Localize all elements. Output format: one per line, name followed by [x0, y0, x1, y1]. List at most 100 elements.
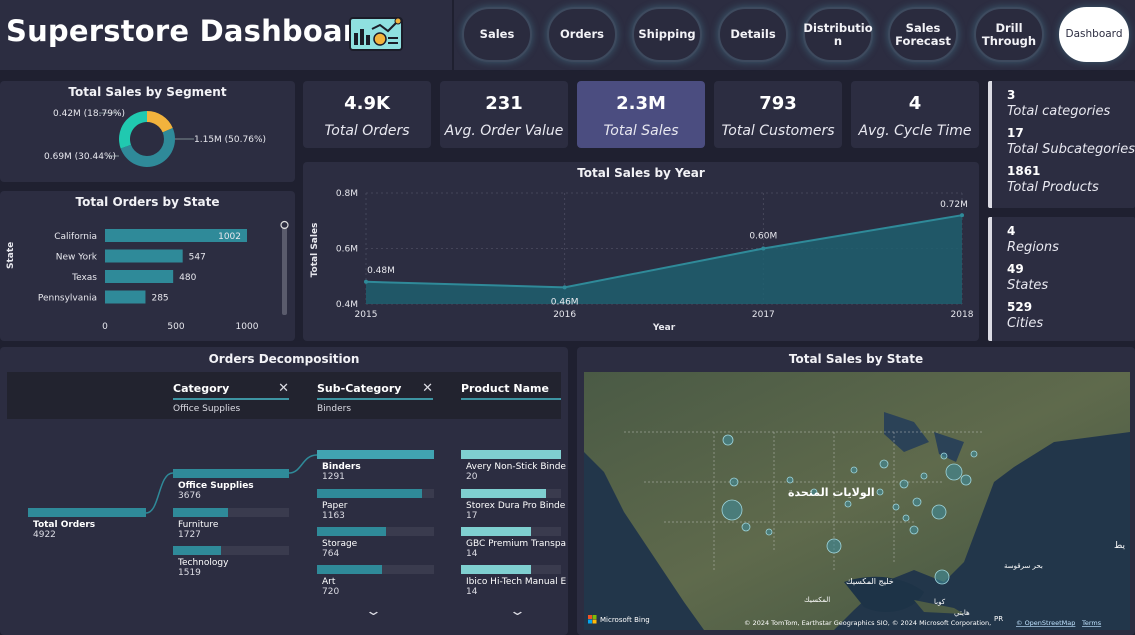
sales-point[interactable] — [562, 285, 567, 290]
node-name: Storage — [322, 539, 358, 549]
subcategory-column-header[interactable]: Sub-Category Binders ✕ — [317, 381, 433, 414]
kpi-value: 4.9K — [344, 93, 390, 114]
column-selected-value: Office Supplies — [173, 404, 241, 414]
state-bar[interactable] — [105, 249, 183, 263]
map-attribution: © 2024 TomTom, Earthstar Geographics SIO… — [744, 619, 991, 627]
stat-categories: 3 Total categories — [1007, 88, 1110, 119]
sales-by-year-title: Total Sales by Year — [577, 166, 705, 180]
year-axis-label: Year — [652, 323, 676, 333]
nav-details-button[interactable]: Details — [718, 7, 788, 62]
decomposition-title: Orders Decomposition — [208, 352, 360, 366]
sales-map[interactable]: الولايات المتحدة خليج المكسيك المكسيك كو… — [584, 372, 1130, 630]
map-country-label: الولايات المتحدة — [788, 486, 875, 499]
product-stats-panel: 3 Total categories 17 Total Subcategorie… — [988, 81, 1135, 208]
scrollbar[interactable] — [282, 227, 287, 315]
state-x-tick: 1000 — [236, 322, 259, 332]
donut-slice[interactable] — [119, 111, 147, 149]
state-bar-label: 547 — [189, 253, 206, 263]
kpi-label: Total Orders — [324, 123, 410, 139]
year-x-tick: 2016 — [553, 310, 576, 320]
segment-panel: Total Sales by Segment 0.42M (18.79%) 1.… — [0, 81, 295, 182]
state-bar-label: 480 — [179, 273, 196, 283]
header-bar: Superstore Dashboard — [0, 0, 452, 70]
category-column-header[interactable]: Category Office Supplies ✕ — [173, 381, 289, 414]
map-pr-label: PR — [994, 615, 1003, 623]
year-y-tick: 0.4M — [336, 300, 358, 310]
state-x-tick: 0 — [102, 322, 108, 332]
kpi-avg-cycle-time: 4 Avg. Cycle Time — [851, 81, 979, 148]
stat-value: 4 — [1007, 224, 1016, 238]
orders-by-state-panel: Total Orders by State State California 10… — [0, 191, 295, 341]
state-bar[interactable] — [105, 290, 146, 304]
kpi-value: 793 — [759, 93, 797, 114]
close-icon[interactable]: ✕ — [422, 381, 433, 396]
sales-data-label: 0.60M — [749, 232, 777, 242]
donut-slice[interactable] — [147, 111, 173, 133]
sales-point[interactable] — [761, 246, 766, 251]
sales-map-title: Total Sales by State — [788, 352, 924, 366]
stat-value: 529 — [1007, 300, 1033, 314]
kpi-label: Avg. Cycle Time — [858, 123, 972, 139]
year-x-tick: 2018 — [951, 310, 974, 320]
chevron-down-icon[interactable]: ⌄ — [364, 604, 383, 619]
node-name: Binders — [322, 462, 361, 472]
node-value: 764 — [322, 549, 340, 559]
osm-link[interactable]: © OpenStreetMap — [1016, 619, 1075, 627]
column-selected-value: Binders — [317, 404, 352, 414]
kpi-label: Total Sales — [603, 123, 679, 139]
node-value: 14 — [466, 549, 478, 559]
orders-by-state-chart[interactable]: State California 1002 New York 547 Texas 480 P… — [0, 191, 295, 341]
product-column-header[interactable]: Product Name — [461, 382, 561, 400]
sales-data-label: 0.72M — [940, 200, 968, 210]
node-name: GBC Premium Transpa — [466, 539, 566, 549]
kpi-label: Avg. Order Value — [444, 123, 564, 139]
state-tick-label: Pennsylvania — [38, 294, 97, 304]
kpi-avg-order-value: 231 Avg. Order Value — [440, 81, 568, 148]
nav-bar: Sales Orders Shipping Details Distributi… — [454, 0, 1135, 70]
map-sargasso-label: بحر سرقوسة — [1004, 562, 1043, 570]
nav-distribution-button[interactable]: Distributio n — [803, 7, 873, 62]
state-bar[interactable] — [105, 229, 247, 242]
bing-label: Microsoft Bing — [600, 616, 650, 624]
close-icon[interactable]: ✕ — [278, 381, 289, 396]
stat-label: Total Subcategories — [1007, 142, 1135, 157]
page-title: Superstore Dashboard — [6, 14, 379, 48]
nav-sales-forecast-button[interactable]: Sales Forecast — [888, 7, 958, 62]
sales-point[interactable] — [960, 213, 964, 218]
map-mexico-label: المكسيك — [804, 596, 830, 604]
state-bar-label: 1002 — [218, 232, 241, 242]
segment-donut-chart[interactable]: 0.42M (18.79%) 1.15M (50.76%) 0.69M (30.… — [0, 81, 295, 182]
scroll-handle[interactable] — [280, 220, 289, 230]
dashboard-chart-icon — [349, 17, 403, 51]
node-value: 1163 — [322, 511, 345, 521]
node-name: Total Orders — [33, 520, 96, 530]
stat-value: 17 — [1007, 126, 1024, 140]
nav-drill-through-button[interactable]: Drill Through — [974, 7, 1044, 62]
sales-point[interactable] — [364, 279, 368, 284]
stat-label: Total categories — [1007, 104, 1111, 119]
state-tick-label: New York — [56, 253, 98, 263]
segment-label-2: 0.69M (30.44%) — [44, 152, 116, 162]
nav-shipping-button[interactable]: Shipping — [632, 7, 702, 62]
state-bar[interactable] — [105, 270, 174, 283]
terms-link[interactable]: Terms — [1081, 619, 1102, 627]
chevron-down-icon[interactable]: ⌄ — [508, 604, 527, 619]
stat-cities: 529 Cities — [1007, 300, 1043, 331]
nav-dashboard-button[interactable]: Dashboard — [1059, 7, 1129, 62]
sales-by-year-panel: Total Sales by Year 0.8M 0.6M 0.4M 2015 2016… — [303, 162, 979, 341]
column-header-label: Category — [173, 382, 289, 400]
stat-label: Total Products — [1007, 180, 1099, 195]
node-name: Storex Dura Pro Binde — [466, 501, 566, 511]
nav-sales-button[interactable]: Sales — [462, 7, 532, 62]
kpi-value: 2.3M — [616, 93, 666, 114]
donut-slice[interactable] — [120, 128, 175, 167]
column-header-label: Product Name — [461, 382, 561, 400]
segment-title: Total Sales by Segment — [68, 85, 227, 99]
node-name: Avery Non-Stick Binde — [466, 462, 566, 472]
nav-orders-button[interactable]: Orders — [547, 7, 617, 62]
map-haiti-label: هايتي — [954, 609, 970, 617]
state-axis-label: State — [6, 242, 16, 269]
kpi-total-customers: 793 Total Customers — [714, 81, 842, 148]
segment-label-0: 0.42M (18.79%) — [53, 109, 125, 119]
